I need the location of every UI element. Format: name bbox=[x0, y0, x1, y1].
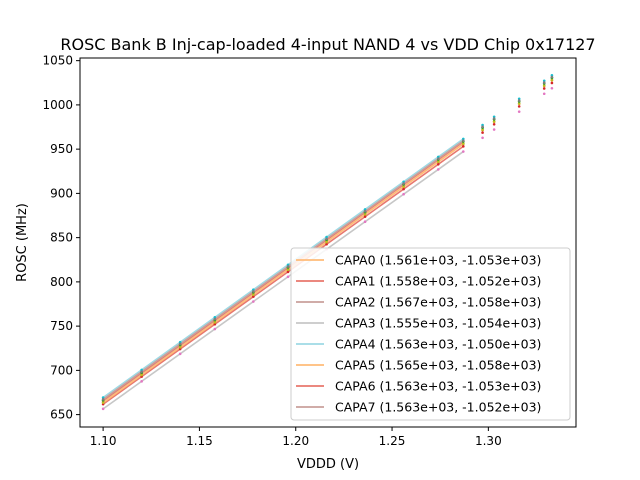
data-point-1-8 bbox=[402, 187, 405, 191]
chart-title: ROSC Bank B Inj-cap-loaded 4-input NAND … bbox=[60, 35, 595, 54]
data-point-5-1 bbox=[140, 373, 143, 377]
data-point-1-15 bbox=[550, 81, 554, 85]
data-point-5-5 bbox=[286, 268, 290, 272]
y-tick-label: 1050 bbox=[42, 54, 73, 68]
y-tick-label: 650 bbox=[50, 408, 73, 422]
data-point-3-11 bbox=[481, 136, 484, 140]
y-tick-label: 700 bbox=[50, 363, 73, 377]
data-point-3-9 bbox=[436, 168, 440, 171]
data-point-1-3 bbox=[213, 322, 217, 326]
x-tick-label: 1.10 bbox=[90, 434, 117, 448]
data-point-7-4 bbox=[252, 290, 255, 293]
data-point-7-10 bbox=[462, 139, 465, 142]
data-point-3-15 bbox=[550, 86, 554, 90]
data-point-5-8 bbox=[402, 185, 405, 188]
legend-box bbox=[290, 247, 571, 421]
data-point-1-4 bbox=[252, 295, 255, 298]
data-point-1-13 bbox=[517, 105, 521, 108]
data-point-7-13 bbox=[517, 99, 521, 102]
data-point-5-10 bbox=[462, 142, 465, 145]
legend-label-7: CAPA7 (1.563e+03, -1.052e+03) bbox=[335, 400, 541, 415]
data-point-7-7 bbox=[363, 209, 367, 213]
data-point-7-2 bbox=[178, 342, 182, 346]
y-tick-label: 1000 bbox=[42, 98, 73, 112]
data-point-5-14 bbox=[542, 84, 546, 87]
data-point-5-12 bbox=[492, 120, 496, 123]
x-tick-label: 1.25 bbox=[379, 434, 406, 448]
data-point-3-5 bbox=[286, 275, 290, 279]
plot-marks bbox=[101, 73, 554, 411]
data-point-5-4 bbox=[252, 293, 255, 296]
y-tick-label: 750 bbox=[50, 319, 73, 333]
data-point-3-4 bbox=[252, 300, 255, 303]
legend-label-1: CAPA1 (1.558e+03, -1.052e+03) bbox=[335, 274, 541, 289]
data-point-1-9 bbox=[436, 162, 440, 166]
x-axis-label: VDDD (V) bbox=[297, 457, 359, 472]
data-point-3-7 bbox=[363, 220, 367, 224]
data-point-3-13 bbox=[517, 110, 521, 113]
data-point-1-12 bbox=[492, 123, 496, 126]
legend-label-4: CAPA4 (1.563e+03, -1.050e+03) bbox=[335, 337, 541, 352]
plot-frame bbox=[79, 57, 577, 428]
data-point-1-7 bbox=[363, 215, 367, 218]
data-point-7-1 bbox=[140, 370, 143, 373]
data-point-3-3 bbox=[213, 327, 217, 331]
y-tick-label: 850 bbox=[50, 231, 73, 245]
y-tick-label: 900 bbox=[50, 186, 73, 200]
data-point-3-12 bbox=[492, 128, 496, 131]
data-point-1-5 bbox=[286, 270, 290, 274]
data-point-3-1 bbox=[140, 380, 143, 383]
data-point-5-6 bbox=[325, 240, 328, 244]
data-point-7-3 bbox=[213, 317, 217, 321]
data-point-3-0 bbox=[101, 407, 105, 411]
data-point-5-3 bbox=[213, 321, 217, 324]
data-point-1-10 bbox=[462, 145, 465, 148]
data-point-7-15 bbox=[550, 75, 554, 79]
data-point-7-0 bbox=[101, 398, 105, 401]
data-point-3-14 bbox=[542, 92, 546, 96]
x-tick-label: 1.20 bbox=[282, 434, 309, 448]
data-point-5-15 bbox=[550, 78, 554, 82]
legend: CAPA0 (1.561e+03, -1.053e+03) CAPA1 (1.55… bbox=[290, 247, 571, 421]
data-point-7-14 bbox=[542, 81, 546, 84]
legend-label-3: CAPA3 (1.555e+03, -1.054e+03) bbox=[335, 316, 541, 331]
data-point-3-10 bbox=[462, 150, 465, 153]
data-point-3-2 bbox=[178, 352, 182, 356]
y-tick-label: 950 bbox=[50, 142, 73, 156]
data-point-5-13 bbox=[517, 102, 521, 105]
data-point-7-9 bbox=[436, 157, 440, 160]
data-point-3-8 bbox=[402, 192, 405, 196]
data-point-1-6 bbox=[325, 242, 328, 246]
x-tick-label: 1.30 bbox=[475, 434, 502, 448]
data-point-7-8 bbox=[402, 182, 405, 185]
legend-label-6: CAPA6 (1.563e+03, -1.053e+03) bbox=[335, 379, 541, 394]
legend-label-0: CAPA0 (1.561e+03, -1.053e+03) bbox=[335, 253, 541, 268]
y-axis-ticks: 650 700 750 800 850 900 950 1000 1050 bbox=[42, 54, 80, 422]
y-tick-label: 800 bbox=[50, 275, 73, 289]
data-point-5-7 bbox=[363, 213, 367, 216]
data-point-7-12 bbox=[492, 117, 496, 120]
legend-label-2: CAPA2 (1.567e+03, -1.058e+03) bbox=[335, 295, 541, 310]
y-axis-label: ROSC (MHz) bbox=[15, 203, 30, 282]
data-point-5-0 bbox=[101, 401, 105, 404]
data-point-5-11 bbox=[481, 128, 484, 132]
data-point-5-2 bbox=[178, 345, 182, 349]
data-point-7-5 bbox=[286, 265, 290, 268]
data-point-5-9 bbox=[436, 160, 440, 164]
data-point-1-11 bbox=[481, 131, 484, 134]
data-point-1-14 bbox=[542, 87, 546, 90]
legend-label-5: CAPA5 (1.565e+03, -1.058e+03) bbox=[335, 358, 541, 373]
x-axis-ticks: 1.10 1.15 1.20 1.25 1.30 bbox=[90, 427, 502, 448]
x-tick-label: 1.15 bbox=[186, 434, 213, 448]
data-point-7-11 bbox=[481, 125, 484, 129]
data-point-7-6 bbox=[325, 237, 328, 241]
